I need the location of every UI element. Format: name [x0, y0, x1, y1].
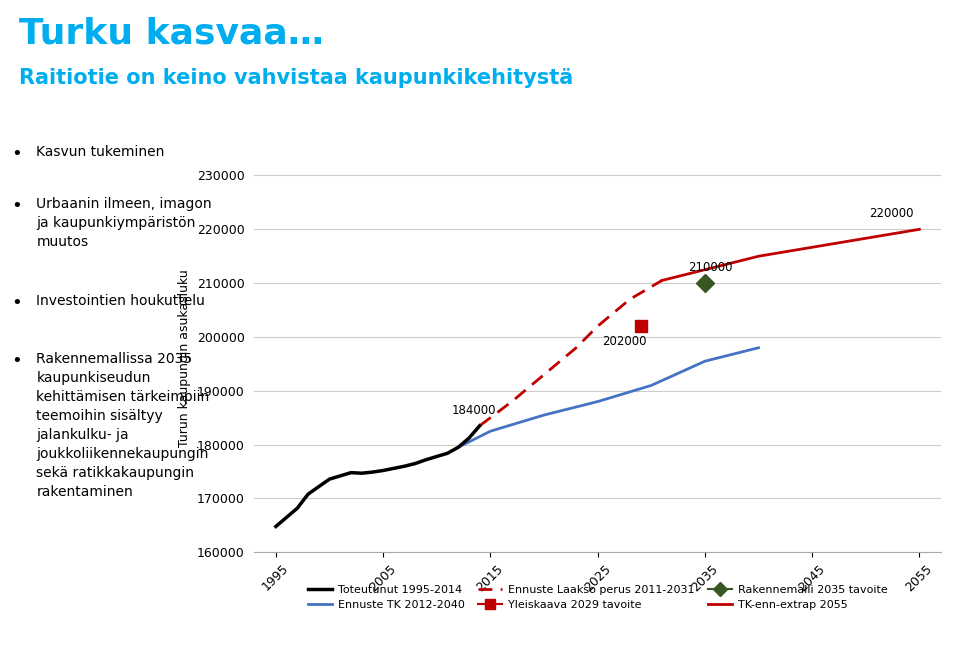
Legend: Toteutunut 1995-2014, Ennuste TK 2012-2040, Ennuste Laakso perus 2011-2031, Ylei: Toteutunut 1995-2014, Ennuste TK 2012-20…: [299, 576, 897, 620]
Text: Kasvun tukeminen: Kasvun tukeminen: [36, 145, 165, 160]
Y-axis label: Turun kaupungin asukasluku: Turun kaupungin asukasluku: [179, 269, 191, 448]
Text: Investointien houkuttelu: Investointien houkuttelu: [36, 294, 205, 308]
Text: 210000: 210000: [688, 262, 732, 275]
Text: •: •: [12, 197, 22, 215]
Text: 220000: 220000: [870, 207, 914, 220]
Text: •: •: [12, 352, 22, 370]
Text: Turku kasvaa…: Turku kasvaa…: [19, 16, 324, 50]
Text: •: •: [12, 294, 22, 312]
Text: 202000: 202000: [602, 335, 647, 348]
Text: Urbaanin ilmeen, imagon
ja kaupunkiympäristön
muutos: Urbaanin ilmeen, imagon ja kaupunkiympär…: [36, 197, 212, 249]
Text: •: •: [12, 145, 22, 163]
Text: Raitiotie on keino vahvistaa kaupunkikehitystä: Raitiotie on keino vahvistaa kaupunkikeh…: [19, 68, 573, 88]
Text: 184000: 184000: [452, 404, 496, 417]
Text: Rakennemallissa 2035
kaupunkiseudun
kehittämisen tärkeimpiin
teemoihin sisältyy
: Rakennemallissa 2035 kaupunkiseudun kehi…: [36, 352, 209, 499]
